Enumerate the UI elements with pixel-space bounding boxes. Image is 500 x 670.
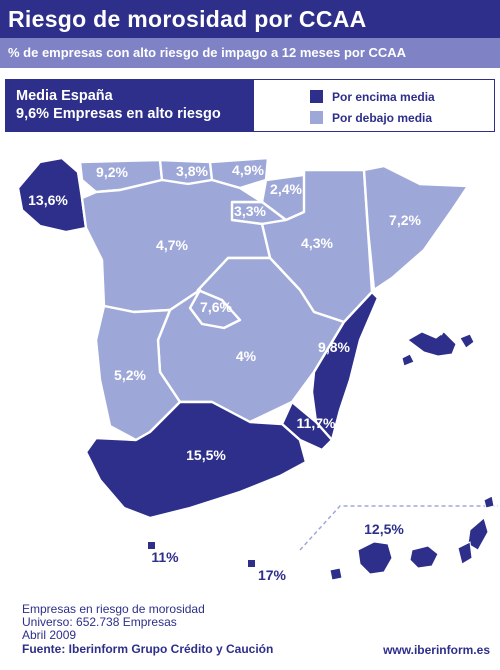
region-label-ceuta: 11% — [151, 549, 179, 565]
average-label: Media España — [16, 88, 113, 104]
footer-line-1: Empresas en riesgo de morosidad — [22, 602, 205, 616]
region-label-andalucia: 15,5% — [186, 447, 226, 463]
region-label-comunidad-valenciana: 9,8% — [318, 339, 350, 355]
legend-label-above: Por encima media — [332, 90, 435, 104]
website-link[interactable]: www.iberinform.es — [383, 643, 490, 657]
region-label-castilla-la-mancha: 4% — [236, 348, 257, 364]
legend-label-below: Por debajo media — [332, 111, 433, 125]
region-label-cataluna: 7,2% — [389, 212, 421, 228]
region-comunidad-valenciana — [310, 290, 380, 442]
map-subtitle: % de empresas con alto riesgo de impago … — [0, 38, 500, 68]
region-label-islas-baleares: 38,7% — [424, 320, 464, 336]
region-pais-vasco — [208, 156, 270, 190]
region-label-murcia: 11,7% — [297, 415, 336, 431]
region-label-galicia: 13,6% — [28, 192, 68, 208]
region-label-melilla: 17% — [258, 567, 287, 583]
spain-region-map: 13,6% 9,2% 3,8% 4,9% 2,4%3,3% 4,3% 7,2% 4,7% 7,6… — [16, 156, 498, 583]
footer-line-3: Abril 2009 — [22, 628, 77, 642]
region-label-canarias: 12,5% — [364, 521, 404, 537]
region-ceuta — [148, 542, 155, 549]
legend-box: Media España 9,6% Empresas en alto riesg… — [5, 79, 495, 132]
legend-item-above: Por encima media — [310, 89, 435, 105]
region-islas-baleares — [401, 331, 475, 367]
legend-item-below: Por debajo media — [310, 110, 432, 126]
region-melilla — [248, 560, 255, 567]
region-label-madrid: 7,6% — [200, 299, 232, 315]
region-cataluna — [362, 164, 470, 292]
region-label-castilla-y-leon: 4,7% — [156, 237, 188, 253]
footer-source: Fuente: Iberinform Grupo Crédito y Cauci… — [22, 642, 274, 656]
region-label-aragon: 4,3% — [301, 235, 333, 251]
region-label-la-rioja: 3,3% — [234, 203, 266, 219]
region-label-pais-vasco: 4,9% — [232, 162, 264, 178]
region-canarias — [329, 495, 495, 581]
average-panel: Media España 9,6% Empresas en alto riesg… — [6, 80, 254, 131]
canarias-inset-frame — [299, 505, 498, 551]
region-label-extremadura: 5,2% — [114, 367, 146, 383]
region-label-cantabria: 3,8% — [176, 163, 208, 179]
legend-swatch-above — [310, 90, 323, 103]
region-andalucia — [84, 400, 308, 520]
footer-line-2: Universo: 652.738 Empresas — [22, 615, 177, 629]
map-title: Riesgo de morosidad por CCAA — [0, 0, 500, 38]
legend-swatch-below — [310, 111, 323, 124]
region-label-asturias: 9,2% — [96, 164, 128, 180]
average-value: 9,6% Empresas en alto riesgo — [16, 106, 221, 122]
region-label-navarra: 2,4% — [270, 181, 302, 197]
